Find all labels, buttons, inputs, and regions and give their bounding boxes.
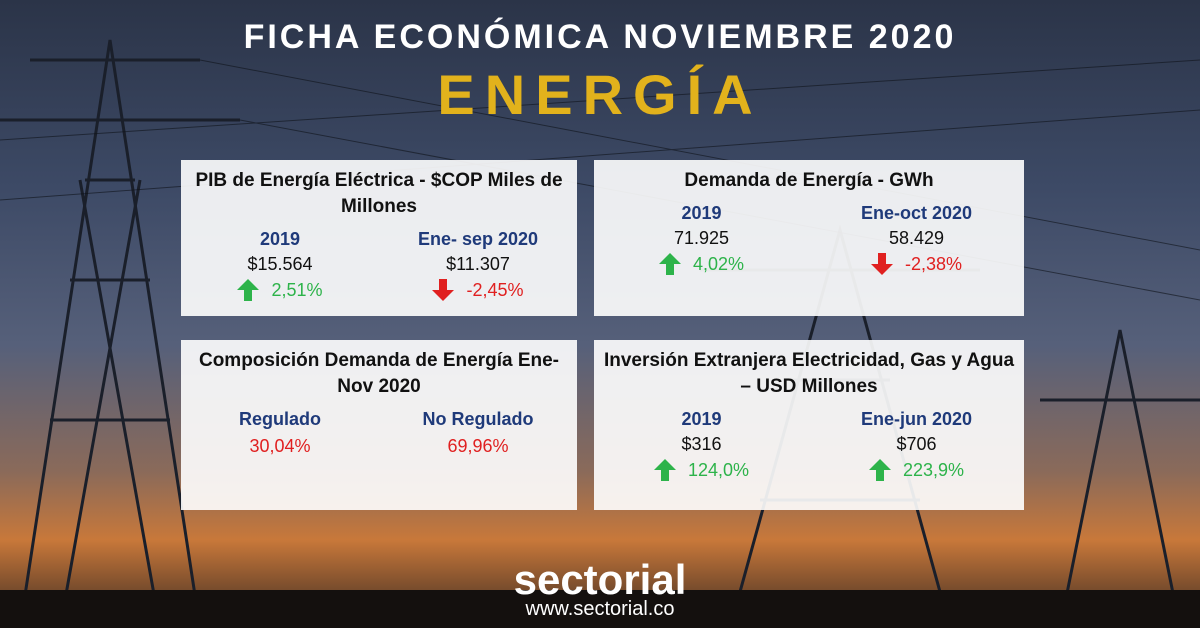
item: No Regulado 69,96% xyxy=(383,406,573,460)
item-change: 124,0% xyxy=(687,460,750,480)
card-title: Composición Demanda de Energía Ene-Nov 2… xyxy=(198,350,560,397)
item-change: 2,51% xyxy=(271,280,323,300)
item-label: No Regulado xyxy=(422,409,534,429)
title: FICHA ECONÓMICA NOVIEMBRE 2020 xyxy=(243,18,957,56)
arrow-shape xyxy=(237,279,260,301)
card: Composición Demanda de Energía Ene-Nov 2… xyxy=(181,340,577,510)
items: Regulado 30,04% No Regulado 69,96% xyxy=(181,406,577,460)
change-row: 124,0% xyxy=(598,456,804,484)
card-title: Inversión Extranjera Electricidad, Gas y… xyxy=(603,350,1015,397)
change-row: 2,51% xyxy=(185,276,375,304)
item-change: -2,38% xyxy=(904,254,963,274)
arrow-shape xyxy=(868,459,891,481)
item-value: $11.307 xyxy=(446,254,510,274)
url: www.sectorial.co xyxy=(525,598,675,620)
item-value: $316 xyxy=(681,434,722,454)
card-title: PIB de Energía Eléctrica - $COP Miles de… xyxy=(195,170,563,217)
trend-arrow xyxy=(237,279,260,301)
item-value: 71.925 xyxy=(673,228,730,248)
trend-arrow xyxy=(868,459,891,481)
item: Regulado 30,04% xyxy=(185,406,375,460)
item: Ene-jun 2020 $706 223,9% xyxy=(813,406,1019,484)
item: 2019 $316 124,0% xyxy=(598,406,804,484)
card: PIB de Energía Eléctrica - $COP Miles de… xyxy=(181,160,577,316)
items: 2019 71.925 4,02% Ene-oct 2020 58.429 -2,38% xyxy=(594,200,1024,278)
arrow-shape xyxy=(653,459,676,481)
items: 2019 $15.564 2,51% Ene- sep 2020 $11.307 -2,4… xyxy=(181,226,577,304)
item-label: Regulado xyxy=(238,409,321,429)
item-label: 2019 xyxy=(681,409,722,429)
item-change: 69,96% xyxy=(447,436,509,456)
item-label: Ene- sep 2020 xyxy=(417,229,539,249)
item-change: -2,45% xyxy=(466,280,524,300)
trend-arrow xyxy=(870,253,893,275)
item: Ene- sep 2020 $11.307 -2,45% xyxy=(383,226,573,304)
item: 2019 71.925 4,02% xyxy=(598,200,804,278)
item-value: 58.429 xyxy=(888,228,945,248)
item-change: 223,9% xyxy=(902,460,965,480)
item-change: 30,04% xyxy=(249,436,311,456)
item: 2019 $15.564 2,51% xyxy=(185,226,375,304)
item-value: $706 xyxy=(896,434,937,454)
change-row: 69,96% xyxy=(383,432,573,460)
brand: sectorial xyxy=(513,556,687,603)
trend-arrow xyxy=(432,279,455,301)
item: Ene-oct 2020 58.429 -2,38% xyxy=(813,200,1019,278)
subtitle: ENERGÍA xyxy=(437,63,763,126)
item-change: 4,02% xyxy=(692,254,745,274)
change-row: 4,02% xyxy=(598,250,804,278)
arrow-shape xyxy=(432,279,455,301)
change-row: 30,04% xyxy=(185,432,375,460)
item-label: Ene-oct 2020 xyxy=(860,203,973,223)
card: Demanda de Energía - GWh 2019 71.925 4,02% E… xyxy=(594,160,1024,316)
item-label: 2019 xyxy=(681,203,722,223)
card-title: Demanda de Energía - GWh xyxy=(684,170,934,191)
change-row: -2,45% xyxy=(383,276,573,304)
trend-arrow xyxy=(658,253,681,275)
item-label: 2019 xyxy=(259,229,301,249)
change-row: -2,38% xyxy=(813,250,1019,278)
items: 2019 $316 124,0% Ene-jun 2020 $706 223,9% xyxy=(594,406,1024,484)
change-row: 223,9% xyxy=(813,456,1019,484)
item-label: Ene-jun 2020 xyxy=(860,409,973,429)
item-value: $15.564 xyxy=(247,254,313,274)
arrow-shape xyxy=(658,253,681,275)
arrow-shape xyxy=(870,253,893,275)
card: Inversión Extranjera Electricidad, Gas y… xyxy=(594,340,1024,510)
trend-arrow xyxy=(653,459,676,481)
